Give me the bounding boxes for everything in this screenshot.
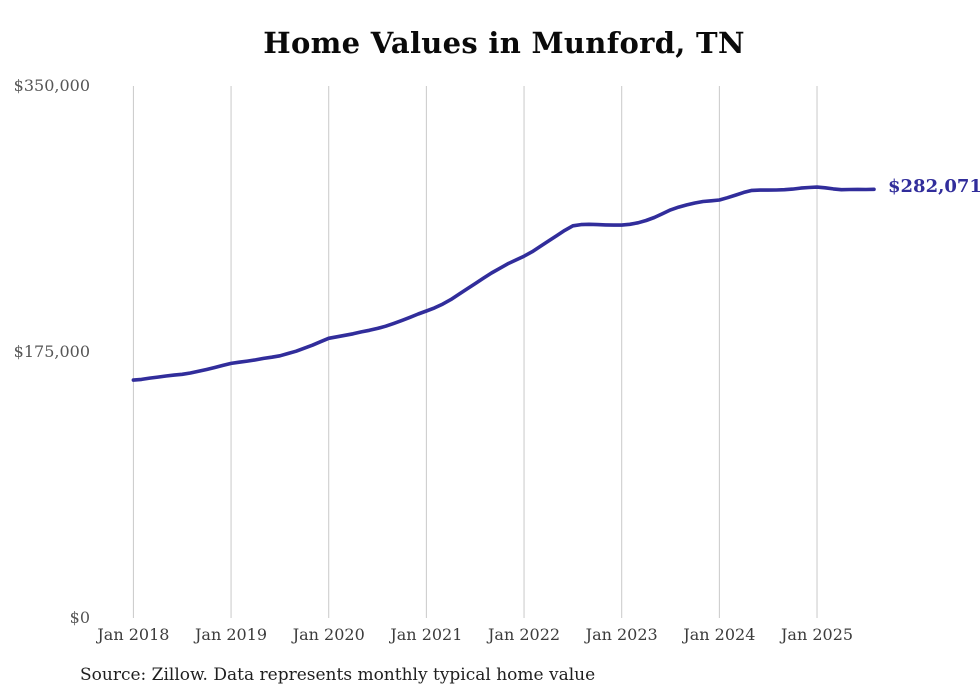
x-tick-label: Jan 2025: [780, 625, 854, 644]
x-tick-label: Jan 2022: [488, 625, 561, 644]
chart-title: Home Values in Munford, TN: [263, 26, 745, 60]
x-tick-label: Jan 2023: [585, 625, 658, 644]
y-tick-label: $350,000: [13, 76, 90, 95]
y-axis: $0 $175,000 $350,000: [0, 0, 90, 699]
latest-value-label: $282,071: [888, 176, 980, 198]
x-tick-label: Jan 2024: [683, 625, 756, 644]
home-value-line: [131, 185, 876, 382]
x-tick-label: Jan 2021: [390, 625, 463, 644]
x-tick-label: Jan 2019: [195, 625, 268, 644]
y-tick-label: $175,000: [13, 342, 90, 361]
x-tick-label: Jan 2020: [292, 625, 365, 644]
source-note: Source: Zillow. Data represents monthly …: [80, 665, 596, 685]
gridlines: [132, 86, 818, 618]
x-tick-label: Jan 2018: [97, 625, 170, 644]
y-tick-label: $0: [69, 608, 90, 627]
